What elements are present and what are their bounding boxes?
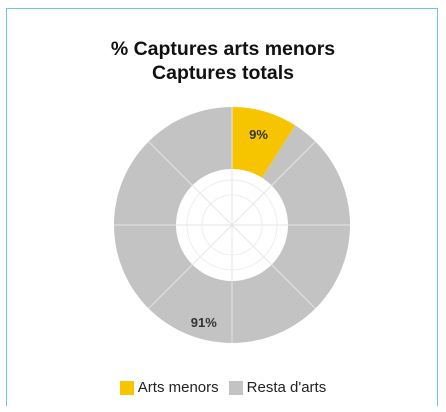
data-label-resta-darts: 91% (191, 315, 217, 330)
radial-guide-line (231, 141, 316, 226)
legend-item-resta-darts: Resta d'arts (228, 379, 327, 396)
legend-label-resta-darts: Resta d'arts (246, 379, 327, 396)
legend-swatch-resta-darts (228, 380, 243, 395)
chart-title-line-1: % Captures arts menors (110, 38, 336, 60)
legend-label-arts-menors: Arts menors (137, 379, 219, 396)
chart-legend: Arts menors Resta d'arts (7, 379, 439, 396)
radial-guide-line (148, 224, 233, 309)
radial-guide-ring (201, 194, 263, 256)
legend-swatch-arts-menors (119, 380, 134, 395)
donut-slice-arts-menors (232, 107, 296, 178)
data-label-arts-menors: 9% (249, 127, 268, 142)
legend-item-arts-menors: Arts menors (119, 379, 219, 396)
radial-guide-ring (186, 179, 278, 271)
radial-guides (114, 107, 350, 343)
chart-title-line-2: Captures totals (152, 62, 294, 84)
radial-guide-line (231, 224, 316, 309)
radial-guide-line (148, 141, 233, 226)
chart-title: % Captures arts menors Captures totals (7, 37, 439, 85)
chart-frame: % Captures arts menors Captures totals 9… (6, 8, 438, 406)
donut-chart: 9% 91% (113, 107, 350, 343)
